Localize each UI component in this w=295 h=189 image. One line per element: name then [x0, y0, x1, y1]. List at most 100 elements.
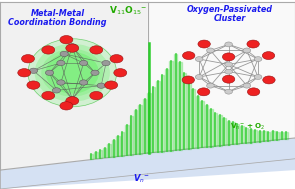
Bar — [116, 136, 120, 156]
Circle shape — [243, 48, 251, 53]
Bar — [90, 154, 93, 159]
Circle shape — [90, 91, 103, 100]
Circle shape — [206, 83, 214, 88]
Bar — [169, 61, 173, 151]
Bar — [196, 96, 199, 148]
Circle shape — [262, 52, 275, 60]
Bar — [107, 144, 111, 157]
Bar — [222, 118, 226, 145]
Bar — [134, 110, 137, 154]
Bar — [160, 75, 164, 152]
Ellipse shape — [35, 44, 110, 102]
Bar — [231, 122, 235, 144]
Circle shape — [57, 60, 65, 66]
Bar — [271, 132, 275, 140]
Circle shape — [45, 70, 54, 75]
Bar — [236, 124, 239, 144]
Circle shape — [102, 60, 110, 66]
Polygon shape — [148, 2, 295, 153]
Circle shape — [66, 97, 79, 105]
Bar — [267, 132, 270, 141]
Circle shape — [198, 40, 210, 48]
Circle shape — [30, 68, 38, 73]
Bar — [276, 132, 279, 140]
Bar — [280, 132, 283, 139]
Text: V$_n$$^{-}$ + O$_2$: V$_n$$^{-}$ + O$_2$ — [230, 122, 266, 132]
Ellipse shape — [46, 52, 99, 94]
Text: Coordination Bonding: Coordination Bonding — [8, 18, 107, 27]
Bar — [103, 148, 106, 157]
Circle shape — [68, 97, 76, 102]
Circle shape — [68, 44, 76, 49]
Bar — [121, 132, 124, 156]
Circle shape — [248, 88, 260, 96]
Circle shape — [57, 80, 65, 85]
Circle shape — [243, 83, 251, 88]
Bar — [183, 73, 186, 149]
Polygon shape — [0, 138, 295, 189]
Text: V$_n$$^{-}$: V$_n$$^{-}$ — [133, 172, 150, 185]
Bar — [240, 126, 244, 143]
Text: V$_{11}$O$_{15}$$^{-}$: V$_{11}$O$_{15}$$^{-}$ — [109, 5, 147, 17]
Bar — [138, 105, 142, 154]
Circle shape — [66, 44, 79, 52]
Circle shape — [18, 69, 31, 77]
Bar — [245, 128, 248, 143]
Bar — [156, 81, 160, 152]
Bar — [253, 130, 257, 142]
Circle shape — [79, 80, 88, 85]
Circle shape — [90, 46, 103, 54]
Bar — [112, 140, 115, 156]
Bar — [130, 116, 133, 155]
Circle shape — [60, 102, 73, 110]
Circle shape — [222, 75, 235, 83]
Bar — [165, 69, 168, 151]
Circle shape — [52, 88, 60, 93]
Text: Metal-Metal: Metal-Metal — [30, 9, 85, 18]
Circle shape — [225, 42, 232, 47]
Text: Cluster: Cluster — [214, 14, 246, 23]
Circle shape — [60, 51, 68, 57]
Bar — [187, 81, 191, 149]
Circle shape — [114, 69, 127, 77]
Circle shape — [225, 62, 232, 67]
Circle shape — [80, 60, 88, 66]
Bar — [262, 131, 266, 141]
Circle shape — [60, 36, 73, 44]
Polygon shape — [0, 2, 148, 170]
Circle shape — [225, 69, 232, 74]
Bar — [205, 105, 208, 147]
Bar — [218, 115, 222, 146]
Circle shape — [42, 91, 55, 100]
Circle shape — [42, 46, 55, 54]
Bar — [214, 113, 217, 146]
Circle shape — [247, 40, 259, 48]
Bar — [200, 101, 204, 147]
Bar — [147, 93, 151, 153]
Circle shape — [27, 81, 40, 89]
Circle shape — [206, 48, 214, 53]
Circle shape — [197, 88, 210, 96]
Circle shape — [183, 52, 195, 60]
Circle shape — [195, 57, 203, 62]
Ellipse shape — [28, 39, 117, 107]
Bar — [99, 150, 102, 158]
Bar — [152, 87, 155, 153]
Bar — [227, 121, 230, 145]
Bar — [174, 54, 177, 150]
Bar — [191, 89, 195, 148]
Bar — [258, 131, 261, 142]
Circle shape — [225, 89, 232, 94]
Circle shape — [195, 74, 203, 79]
Text: Oxygen-Passivated: Oxygen-Passivated — [187, 5, 273, 14]
Circle shape — [91, 70, 99, 75]
Circle shape — [222, 53, 235, 61]
Circle shape — [110, 55, 123, 63]
Circle shape — [97, 83, 105, 88]
Circle shape — [254, 74, 262, 79]
Circle shape — [182, 76, 194, 84]
Circle shape — [263, 76, 275, 84]
Bar — [209, 109, 213, 147]
Bar — [143, 99, 146, 153]
Ellipse shape — [41, 49, 103, 97]
